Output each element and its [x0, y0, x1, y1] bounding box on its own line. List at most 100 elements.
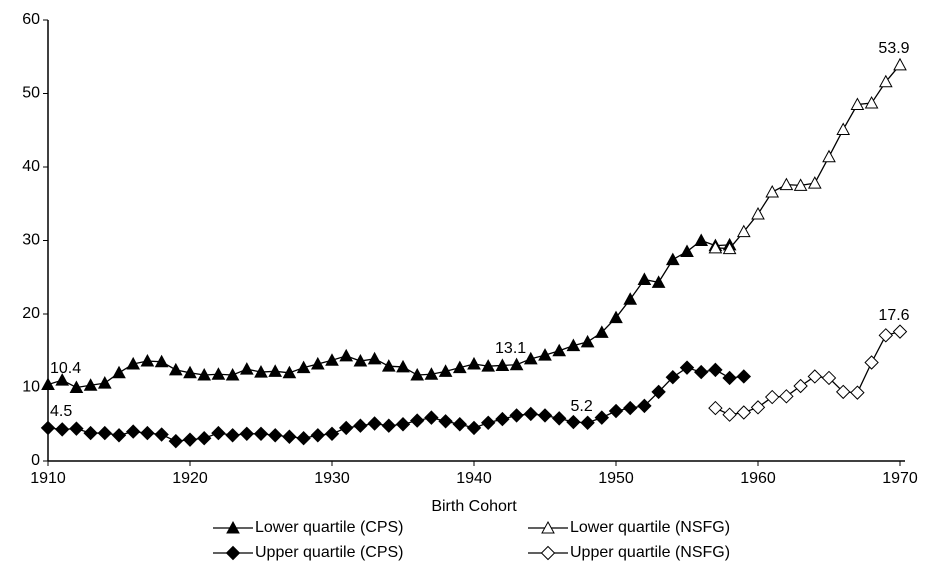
- point-marker: [623, 292, 638, 305]
- point-marker: [637, 272, 652, 285]
- legend-label: Lower quartile (CPS): [255, 519, 404, 536]
- point-marker: [140, 353, 155, 367]
- point-marker: [225, 367, 240, 381]
- point-marker: [594, 410, 610, 425]
- point-marker: [779, 177, 794, 191]
- point-marker: [353, 418, 368, 433]
- point-marker: [693, 364, 709, 380]
- point-marker: [708, 400, 723, 416]
- point-marker: [736, 224, 751, 238]
- point-marker: [637, 398, 652, 414]
- data-label: 5.2: [570, 398, 592, 415]
- x-tick-label: 1910: [30, 470, 66, 487]
- point-marker: [481, 359, 496, 372]
- point-marker: [594, 325, 609, 338]
- point-marker: [54, 422, 70, 437]
- point-marker: [168, 362, 183, 376]
- point-marker: [125, 424, 141, 439]
- point-marker: [793, 178, 808, 191]
- point-marker: [551, 411, 567, 426]
- point-marker: [495, 358, 510, 371]
- legend-marker: [540, 545, 556, 561]
- point-marker: [651, 275, 666, 288]
- series-line: [715, 64, 901, 250]
- x-tick-label: 1940: [456, 470, 492, 487]
- point-marker: [822, 149, 836, 163]
- point-marker: [338, 420, 354, 436]
- y-tick-label: 0: [31, 452, 40, 469]
- point-marker: [779, 389, 794, 404]
- point-marker: [878, 328, 894, 343]
- point-marker: [97, 376, 112, 389]
- legend-label: Lower quartile (NSFG): [570, 519, 730, 536]
- point-marker: [438, 414, 453, 429]
- point-marker: [211, 425, 226, 441]
- point-marker: [793, 378, 808, 394]
- point-marker: [566, 414, 581, 430]
- point-marker: [282, 365, 297, 379]
- point-marker: [196, 431, 212, 446]
- legend-marker: [541, 520, 555, 534]
- point-marker: [750, 400, 766, 415]
- point-marker: [850, 385, 865, 400]
- y-tick-label: 50: [22, 85, 40, 102]
- point-marker: [850, 97, 865, 111]
- point-marker: [254, 365, 268, 378]
- point-marker: [566, 338, 581, 352]
- point-marker: [424, 410, 439, 425]
- data-label: 13.1: [495, 340, 526, 357]
- x-tick-label: 1970: [882, 470, 918, 487]
- x-tick-label: 1960: [740, 470, 776, 487]
- point-marker: [509, 408, 524, 423]
- point-marker: [680, 244, 694, 258]
- point-marker: [126, 356, 141, 370]
- point-marker: [736, 405, 752, 420]
- point-marker: [807, 369, 823, 384]
- point-marker: [253, 426, 269, 442]
- point-marker: [239, 426, 255, 442]
- point-marker: [154, 354, 169, 368]
- point-marker: [509, 357, 524, 371]
- point-marker: [69, 380, 84, 393]
- point-marker: [267, 428, 283, 443]
- point-marker: [537, 408, 553, 423]
- point-marker: [310, 356, 325, 370]
- point-marker: [225, 428, 240, 443]
- point-marker: [495, 411, 510, 427]
- point-marker: [140, 425, 155, 441]
- point-marker: [694, 233, 709, 246]
- point-marker: [552, 343, 567, 357]
- point-marker: [183, 365, 197, 379]
- point-marker: [197, 367, 212, 381]
- point-marker: [452, 417, 468, 432]
- data-label: 10.4: [50, 360, 81, 377]
- x-tick-label: 1930: [314, 470, 350, 487]
- point-marker: [409, 413, 425, 428]
- point-marker: [367, 416, 382, 431]
- point-marker: [608, 403, 624, 419]
- point-marker: [821, 370, 837, 386]
- point-marker: [538, 348, 552, 361]
- point-marker: [722, 370, 737, 386]
- point-marker: [864, 96, 879, 109]
- point-marker: [396, 359, 410, 373]
- point-marker: [580, 415, 595, 430]
- point-marker: [410, 367, 425, 381]
- point-marker: [452, 360, 467, 374]
- data-label: 53.9: [878, 40, 909, 57]
- data-label: 4.5: [50, 403, 72, 420]
- point-marker: [764, 389, 780, 405]
- point-marker: [424, 367, 439, 380]
- point-marker: [864, 355, 879, 370]
- point-marker: [467, 356, 481, 370]
- point-marker: [835, 384, 851, 400]
- point-marker: [807, 176, 822, 189]
- point-marker: [182, 432, 198, 447]
- point-marker: [296, 360, 311, 374]
- x-axis-label: Birth Cohort: [431, 498, 517, 515]
- point-marker: [523, 406, 539, 422]
- y-tick-label: 60: [22, 11, 40, 28]
- point-marker: [708, 362, 723, 378]
- point-marker: [55, 373, 70, 386]
